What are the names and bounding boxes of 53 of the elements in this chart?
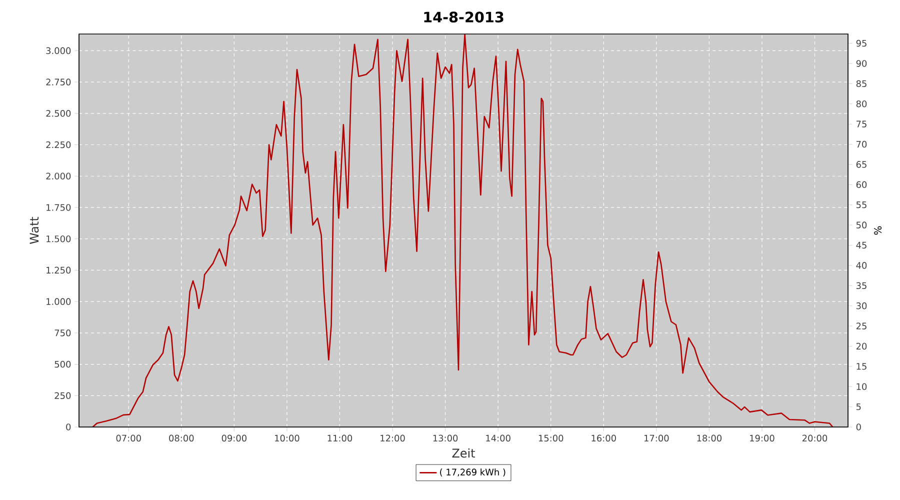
line-series	[92, 34, 834, 427]
y-tick-label: 1.750	[46, 204, 71, 211]
y2-tick-label: 30	[856, 302, 867, 310]
x-tick-label: 07:00	[116, 434, 141, 442]
y-tick-label: 3.000	[46, 47, 71, 54]
x-tick-label: 11:00	[328, 434, 352, 442]
y-tick-label: 1.000	[46, 298, 71, 305]
y-tick-label: 2.250	[46, 141, 71, 148]
y2-tick-label: 50	[856, 222, 867, 228]
y2-tick-label: 35	[856, 282, 866, 290]
y-tick-label: 750	[54, 330, 71, 336]
y2-tick-label: 85	[856, 80, 866, 88]
y-tick-label: 0	[66, 424, 71, 430]
x-axis-title: Zeit	[452, 448, 475, 458]
y-tick-label: 250	[54, 392, 71, 400]
x-tick-label: 15:00	[538, 434, 564, 442]
x-tick-label: 09:00	[222, 434, 246, 442]
y-axis-title: Watt	[30, 216, 39, 244]
y2-tick-label: 45	[856, 242, 866, 249]
y2-tick-label: 70	[856, 140, 867, 148]
y-tick-label: 1.250	[46, 266, 71, 274]
y2-tick-label: 10	[856, 383, 867, 390]
y2-tick-label: 15	[856, 363, 866, 370]
y-tick-label: 2.500	[46, 110, 71, 117]
x-tick-label: 18:00	[697, 434, 722, 442]
y2-tick-label: 75	[856, 120, 866, 128]
y2-tick-label: 65	[856, 161, 866, 168]
chart-title: 14-8-2013	[424, 12, 504, 22]
y2-tick-label: 0	[856, 424, 861, 430]
y2-tick-label: 90	[856, 60, 867, 67]
y2-tick-label: 80	[856, 100, 867, 108]
x-tick-label: 10:00	[275, 434, 300, 442]
x-tick-label: 19:00	[750, 434, 774, 442]
y2-tick-label: 60	[856, 181, 867, 188]
y2-tick-label: 55	[856, 202, 866, 208]
y2-tick-label: 25	[856, 322, 866, 330]
x-tick-label: 20:00	[802, 434, 828, 442]
y2-tick-label: 5	[856, 403, 861, 410]
x-tick-label: 16:00	[592, 434, 616, 442]
x-tick-label: 08:00	[169, 434, 194, 442]
y2-tick-label: 95	[856, 40, 866, 47]
legend-label: ( 17,269 kWh )	[440, 468, 506, 477]
y-tick-label: 500	[54, 360, 71, 368]
y2-tick-label: 20	[856, 342, 867, 350]
x-tick-label: 14:00	[486, 434, 510, 442]
x-tick-label: 17:00	[644, 434, 669, 442]
y2-tick-label: 40	[856, 262, 867, 269]
y-tick-label: 2.000	[46, 172, 71, 180]
y2-axis-title: %	[874, 226, 882, 235]
y-tick-label: 2.750	[46, 78, 71, 86]
x-tick-label: 12:00	[380, 434, 405, 442]
y-tick-label: 1.500	[46, 235, 71, 242]
x-tick-label: 13:00	[433, 434, 458, 442]
